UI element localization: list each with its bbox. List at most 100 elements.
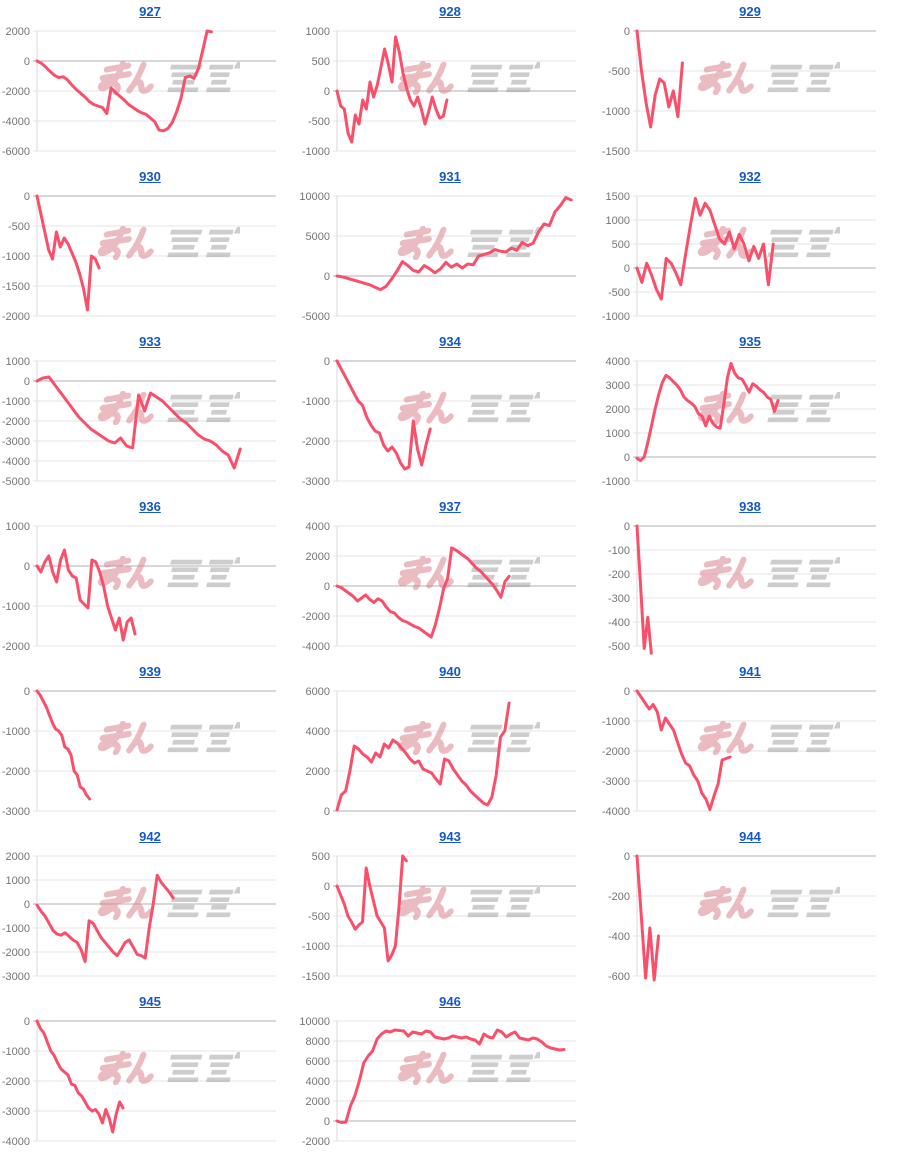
chart-title-row: 929: [600, 0, 900, 25]
minrepo-watermark-icon: [100, 62, 244, 92]
chart-title-link[interactable]: 933: [139, 334, 161, 349]
y-tick-label: 4000: [306, 726, 330, 738]
y-tick-label: -400: [608, 617, 630, 629]
y-tick-label: -2000: [302, 611, 330, 623]
y-tick-label: -3000: [2, 806, 30, 818]
y-tick-label: 500: [312, 851, 330, 863]
y-tick-label: -1000: [302, 146, 330, 158]
chart-title-link[interactable]: 941: [739, 664, 761, 679]
slump-line-series: [335, 854, 408, 963]
y-tick-label: -2000: [2, 641, 30, 653]
slump-chart: 0 -500 -1000 -1500 -2000: [2, 191, 276, 323]
chart-cell: 930 0 -500 -1000 -1500 -2000: [0, 165, 300, 330]
y-tick-label: -2000: [2, 947, 30, 959]
y-tick-label: -1000: [602, 476, 630, 488]
y-tick-label: 0: [24, 1016, 30, 1028]
chart-title-link[interactable]: 932: [739, 169, 761, 184]
chart-title-row: 935: [600, 330, 900, 355]
chart-title-link[interactable]: 931: [439, 169, 461, 184]
chart-title-link[interactable]: 927: [139, 4, 161, 19]
y-tick-label: 0: [624, 452, 630, 464]
chart-title-link[interactable]: 946: [439, 994, 461, 1009]
minrepo-watermark-icon: [100, 722, 244, 752]
y-tick-label: 0: [24, 561, 30, 573]
chart-title-row: 933: [0, 330, 300, 355]
y-tick-label: -2000: [602, 746, 630, 758]
y-tick-label: 6000: [306, 686, 330, 698]
slump-chart: 1500 1000 500 0 -500 -1000: [602, 191, 876, 323]
y-tick-label: -500: [608, 287, 630, 299]
chart-title-link[interactable]: 944: [739, 829, 761, 844]
y-tick-label: -2000: [2, 416, 30, 428]
y-tick-label: 0: [24, 686, 30, 698]
chart-title-link[interactable]: 945: [139, 994, 161, 1009]
y-tick-label: 4000: [606, 356, 630, 368]
slump-line-series: [35, 29, 213, 133]
chart-title-link[interactable]: 930: [139, 169, 161, 184]
y-tick-label: 6000: [306, 1056, 330, 1068]
chart-cell: 933 1000 0 -1000 -2000 -3000 -4000 -5000: [0, 330, 300, 495]
y-tick-label: -2000: [2, 1076, 30, 1088]
y-tick-label: -2000: [302, 1136, 330, 1148]
chart-title-link[interactable]: 935: [739, 334, 761, 349]
slump-chart: 0 -1000 -2000 -3000: [302, 356, 576, 488]
y-tick-label: -3000: [602, 776, 630, 788]
y-tick-label: -1000: [602, 106, 630, 118]
chart-cell: 937 4000 2000 0 -2000 -4000: [300, 495, 600, 660]
slump-chart: 4000 3000 2000 1000 0 -1000: [602, 356, 876, 488]
y-tick-label: 1000: [606, 215, 630, 227]
y-tick-label: -1000: [2, 726, 30, 738]
minrepo-watermark-icon: [100, 557, 244, 587]
y-tick-label: -1000: [602, 311, 630, 323]
chart-cell: 935 4000 3000 2000 1000 0 -1000: [600, 330, 900, 495]
chart-title-link[interactable]: 943: [439, 829, 461, 844]
chart-cell: 928 1000 500 0 -500 -1000: [300, 0, 600, 165]
y-tick-label: -2000: [2, 311, 30, 323]
y-tick-label: 10000: [300, 1016, 330, 1028]
slump-line-series: [635, 29, 684, 129]
y-tick-label: 0: [624, 686, 630, 698]
y-tick-label: 0: [624, 26, 630, 38]
chart-title-row: 934: [300, 330, 600, 355]
y-tick-label: 0: [624, 263, 630, 275]
y-tick-label: 2000: [306, 551, 330, 563]
y-tick-label: -4000: [2, 116, 30, 128]
chart-title-link[interactable]: 929: [739, 4, 761, 19]
y-tick-label: -1000: [2, 1046, 30, 1058]
chart-title-link[interactable]: 942: [139, 829, 161, 844]
y-tick-label: -500: [608, 66, 630, 78]
y-tick-label: 0: [324, 1116, 330, 1128]
y-tick-label: 2000: [306, 766, 330, 778]
chart-title-link[interactable]: 936: [139, 499, 161, 514]
slump-chart: 500 0 -500 -1000 -1500: [302, 851, 576, 983]
slump-line-series: [35, 1019, 125, 1134]
y-tick-label: -200: [608, 569, 630, 581]
y-tick-label: -4000: [2, 1136, 30, 1148]
y-tick-label: 1000: [606, 428, 630, 440]
slump-chart: 0 -100 -200 -300 -400 -500: [608, 521, 876, 655]
y-tick-label: 0: [324, 271, 330, 283]
slump-chart: 0 -1000 -2000 -3000 -4000: [602, 686, 876, 818]
y-tick-label: -3000: [2, 1106, 30, 1118]
chart-title-link[interactable]: 937: [439, 499, 461, 514]
slump-chart: 10000 5000 0 -5000: [300, 191, 576, 323]
chart-title-link[interactable]: 940: [439, 664, 461, 679]
y-tick-label: 0: [324, 806, 330, 818]
y-tick-label: -1000: [302, 396, 330, 408]
chart-title-row: 941: [600, 660, 900, 685]
y-tick-label: -500: [308, 116, 330, 128]
minrepo-watermark-icon: [400, 722, 544, 752]
chart-title-row: 932: [600, 165, 900, 190]
slump-line-series: [35, 548, 137, 642]
chart-title-link[interactable]: 938: [739, 499, 761, 514]
minrepo-watermark-icon: [100, 392, 244, 422]
chart-title-link[interactable]: 939: [139, 664, 161, 679]
y-tick-label: 1000: [6, 875, 30, 887]
chart-title-link[interactable]: 928: [439, 4, 461, 19]
chart-title-row: 930: [0, 165, 300, 190]
slump-line-series: [335, 196, 573, 292]
chart-title-link[interactable]: 934: [439, 334, 461, 349]
y-tick-label: -1000: [2, 601, 30, 613]
slump-chart: 10000 8000 6000 4000 2000 0 -2000: [300, 1016, 576, 1148]
y-tick-label: 1000: [6, 356, 30, 368]
